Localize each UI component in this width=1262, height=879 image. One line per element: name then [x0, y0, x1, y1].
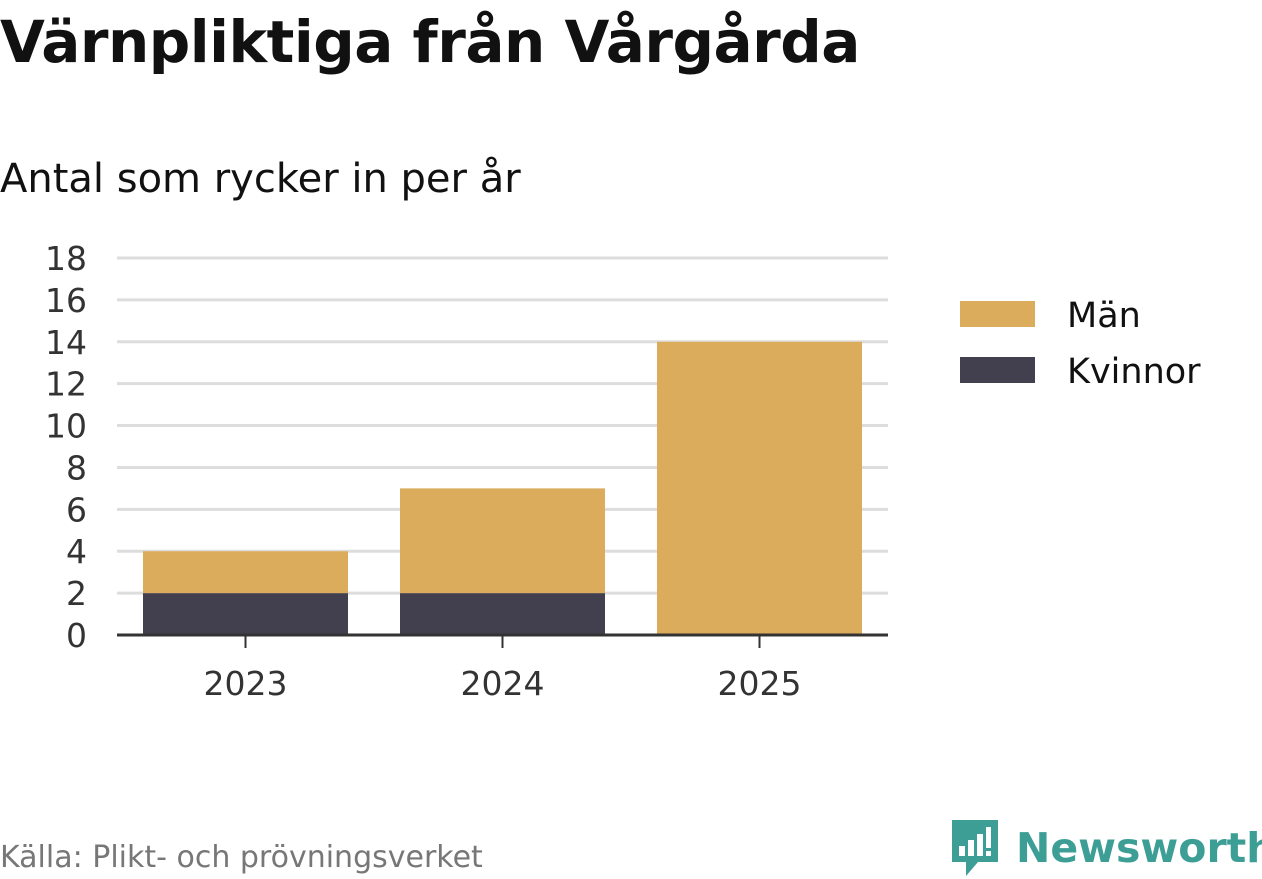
newsworthy-logo-icon: [952, 820, 998, 876]
brand-name: Newsworthy: [1016, 824, 1262, 872]
source-note: Källa: Plikt- och prövningsverket: [0, 840, 483, 875]
bar-män-2024: [400, 488, 605, 594]
legend-swatch-kvinnor: [960, 357, 1035, 383]
chart-title: Värnpliktiga från Vårgårda: [0, 8, 860, 76]
legend-label: Män: [1067, 296, 1141, 336]
bar-kvinnor-2024: [400, 593, 605, 635]
legend-swatch-män: [960, 301, 1035, 327]
y-tick-label: 2: [66, 574, 87, 613]
bar-män-2025: [657, 341, 862, 635]
y-tick-label: 18: [45, 239, 87, 278]
chart-subtitle: Antal som rycker in per år: [0, 156, 521, 202]
bar-kvinnor-2023: [143, 593, 348, 635]
y-tick-label: 8: [66, 448, 87, 487]
x-tick-label: 2023: [204, 664, 288, 703]
y-tick-label: 12: [45, 365, 87, 404]
y-tick-label: 0: [66, 616, 87, 655]
y-tick-label: 4: [66, 532, 87, 571]
brand-logo: Newsworthy: [950, 818, 1262, 878]
y-tick-label: 6: [66, 490, 87, 529]
legend-label: Kvinnor: [1067, 352, 1201, 392]
bar-män-2023: [143, 551, 348, 594]
y-tick-label: 14: [45, 323, 87, 362]
y-tick-label: 10: [45, 407, 87, 446]
y-tick-label: 16: [45, 281, 87, 320]
x-tick-label: 2025: [718, 664, 802, 703]
x-tick-label: 2024: [461, 664, 545, 703]
